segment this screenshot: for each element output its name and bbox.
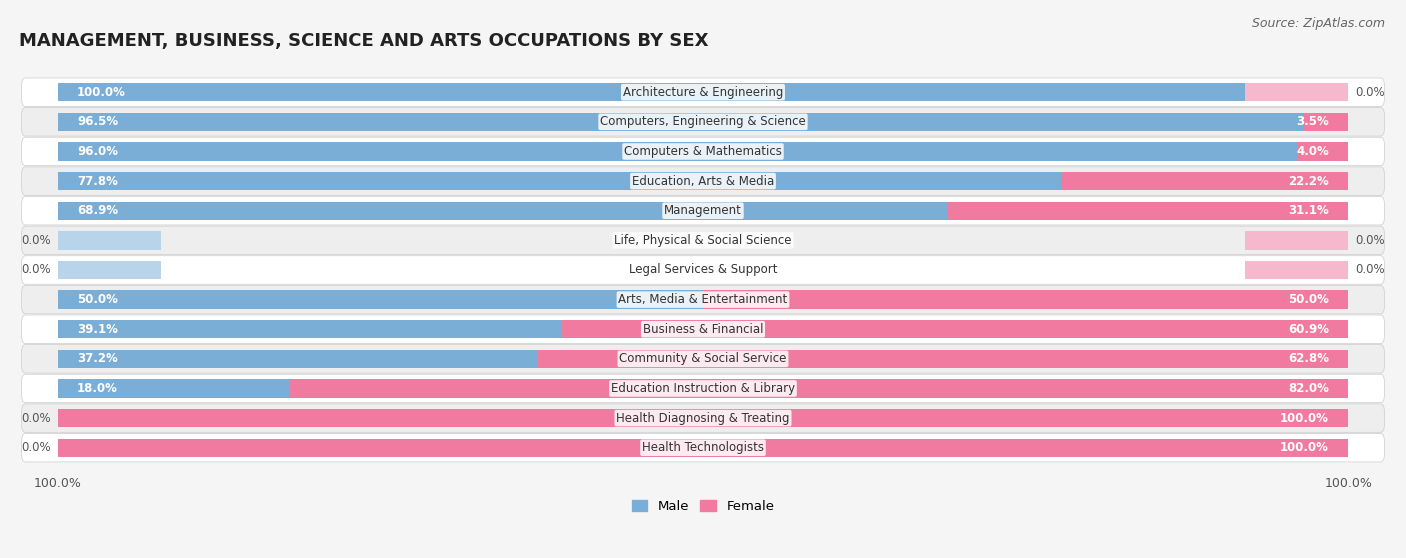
Text: 96.5%: 96.5% — [77, 116, 118, 128]
Bar — [58, 261, 160, 279]
FancyBboxPatch shape — [21, 434, 1385, 462]
Text: 0.0%: 0.0% — [21, 441, 51, 454]
Bar — [290, 379, 1348, 398]
Bar — [1246, 231, 1348, 249]
Bar — [562, 320, 1348, 338]
Text: 82.0%: 82.0% — [1288, 382, 1329, 395]
Text: 0.0%: 0.0% — [1355, 263, 1385, 276]
Text: 3.5%: 3.5% — [1296, 116, 1329, 128]
Text: 50.0%: 50.0% — [1288, 293, 1329, 306]
Bar — [58, 290, 703, 309]
FancyBboxPatch shape — [21, 108, 1385, 136]
Bar — [1062, 172, 1348, 190]
Bar — [703, 290, 1348, 309]
Text: 4.0%: 4.0% — [1296, 145, 1329, 158]
Text: Source: ZipAtlas.com: Source: ZipAtlas.com — [1251, 17, 1385, 30]
Text: 77.8%: 77.8% — [77, 175, 118, 187]
Text: 96.0%: 96.0% — [77, 145, 118, 158]
Bar — [58, 320, 562, 338]
Text: Arts, Media & Entertainment: Arts, Media & Entertainment — [619, 293, 787, 306]
Bar — [1303, 113, 1348, 131]
Bar — [58, 201, 948, 220]
FancyBboxPatch shape — [21, 345, 1385, 373]
Bar — [58, 142, 1296, 161]
Text: Education, Arts & Media: Education, Arts & Media — [631, 175, 775, 187]
Bar — [537, 350, 1348, 368]
Text: Business & Financial: Business & Financial — [643, 323, 763, 336]
Bar — [58, 231, 160, 249]
Text: 0.0%: 0.0% — [1355, 86, 1385, 99]
Text: 18.0%: 18.0% — [77, 382, 118, 395]
Bar — [58, 409, 160, 427]
FancyBboxPatch shape — [21, 256, 1385, 284]
Text: MANAGEMENT, BUSINESS, SCIENCE AND ARTS OCCUPATIONS BY SEX: MANAGEMENT, BUSINESS, SCIENCE AND ARTS O… — [18, 32, 709, 50]
Text: Health Technologists: Health Technologists — [643, 441, 763, 454]
Text: Computers & Mathematics: Computers & Mathematics — [624, 145, 782, 158]
Text: 31.1%: 31.1% — [1288, 204, 1329, 217]
Text: 60.9%: 60.9% — [1288, 323, 1329, 336]
FancyBboxPatch shape — [21, 374, 1385, 403]
Text: Management: Management — [664, 204, 742, 217]
Text: 62.8%: 62.8% — [1288, 352, 1329, 365]
Bar — [58, 350, 537, 368]
Bar — [1246, 261, 1348, 279]
Text: 100.0%: 100.0% — [1279, 412, 1329, 425]
Bar — [58, 83, 1348, 102]
Bar — [58, 172, 1062, 190]
Text: Community & Social Service: Community & Social Service — [619, 352, 787, 365]
Text: 68.9%: 68.9% — [77, 204, 118, 217]
Text: 100.0%: 100.0% — [1279, 441, 1329, 454]
Text: Computers, Engineering & Science: Computers, Engineering & Science — [600, 116, 806, 128]
Bar — [58, 439, 160, 457]
Bar — [1296, 142, 1348, 161]
Text: Education Instruction & Library: Education Instruction & Library — [612, 382, 794, 395]
Text: 39.1%: 39.1% — [77, 323, 118, 336]
Bar — [948, 201, 1348, 220]
Text: 0.0%: 0.0% — [21, 412, 51, 425]
Bar — [58, 409, 1348, 427]
FancyBboxPatch shape — [21, 167, 1385, 195]
FancyBboxPatch shape — [21, 404, 1385, 432]
Bar — [58, 439, 1348, 457]
Legend: Male, Female: Male, Female — [626, 495, 780, 518]
FancyBboxPatch shape — [21, 78, 1385, 107]
FancyBboxPatch shape — [21, 315, 1385, 343]
Text: 37.2%: 37.2% — [77, 352, 118, 365]
Text: 22.2%: 22.2% — [1288, 175, 1329, 187]
FancyBboxPatch shape — [21, 226, 1385, 254]
Bar — [58, 379, 290, 398]
Text: Life, Physical & Social Science: Life, Physical & Social Science — [614, 234, 792, 247]
Text: 0.0%: 0.0% — [1355, 234, 1385, 247]
Text: Architecture & Engineering: Architecture & Engineering — [623, 86, 783, 99]
Text: 50.0%: 50.0% — [77, 293, 118, 306]
Bar — [58, 113, 1303, 131]
FancyBboxPatch shape — [21, 137, 1385, 166]
Text: 100.0%: 100.0% — [77, 86, 127, 99]
Text: Legal Services & Support: Legal Services & Support — [628, 263, 778, 276]
Text: 0.0%: 0.0% — [21, 263, 51, 276]
Text: Health Diagnosing & Treating: Health Diagnosing & Treating — [616, 412, 790, 425]
Text: 0.0%: 0.0% — [21, 234, 51, 247]
FancyBboxPatch shape — [21, 285, 1385, 314]
FancyBboxPatch shape — [21, 196, 1385, 225]
Bar — [1246, 83, 1348, 102]
